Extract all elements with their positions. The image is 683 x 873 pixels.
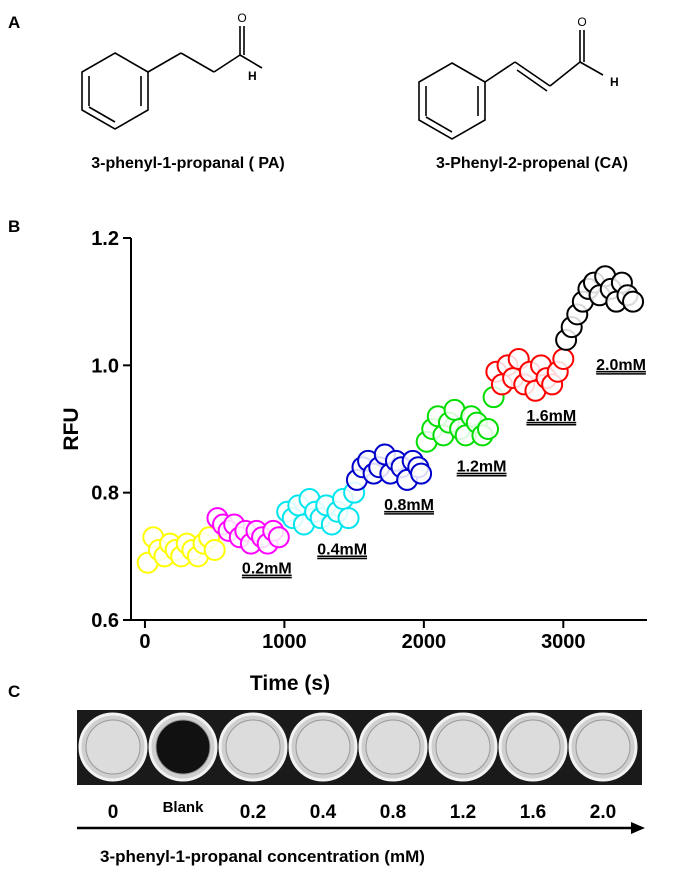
well-inner — [155, 719, 211, 775]
series-label: 2.0mM — [596, 357, 646, 374]
well-inner — [225, 719, 281, 775]
well-inner — [435, 719, 491, 775]
wells: 0 Blank 0.2 0.4 0.8 1.2 1.6 2.0 — [78, 712, 638, 823]
y-tick-label: 1.2 — [91, 228, 119, 250]
panel-label: C — [8, 682, 20, 701]
compound-name: 3-Phenyl-2-propenal (CA) — [436, 155, 628, 172]
x-tick-label: 3000 — [541, 631, 586, 653]
series-label: 1.6mM — [526, 408, 576, 425]
well-inner — [295, 719, 351, 775]
series-label: 0.4mM — [317, 542, 367, 559]
well-label: 0.4 — [310, 802, 337, 823]
well-label: 2.0 — [590, 802, 616, 823]
x-axis-title: Time (s) — [250, 672, 330, 695]
well-inner — [575, 719, 631, 775]
data-point — [552, 347, 575, 370]
atom-label: H — [610, 75, 619, 89]
y-axis-title: RFU — [60, 407, 83, 450]
scatter-chart: 0.6 0.8 1.0 1.2 0 1000 2000 3000 0.2mM 0.4mM 0.8mM… — [91, 228, 647, 653]
atom-label: H — [248, 69, 257, 83]
series-label: 0.2mM — [242, 561, 292, 578]
well-label: Blank — [163, 799, 205, 816]
data-point — [337, 507, 360, 530]
arrow-head — [631, 822, 645, 834]
panel-label: B — [8, 217, 20, 236]
well-label: 0 — [108, 802, 119, 823]
x-tick-label: 2000 — [402, 631, 447, 653]
pa-structure — [81, 26, 263, 130]
data-point — [622, 290, 645, 313]
data-point — [203, 538, 226, 561]
well-inner — [505, 719, 561, 775]
well-label: 0.8 — [380, 802, 406, 823]
compound-name: 3-phenyl-1-propanal ( PA) — [91, 155, 285, 172]
atom-label: O — [577, 15, 586, 29]
well-label: 1.6 — [520, 802, 546, 823]
ca-structure — [418, 30, 604, 140]
series-label: 0.8mM — [384, 497, 434, 514]
data-point — [410, 462, 433, 485]
well-inner — [365, 719, 421, 775]
data-point — [477, 418, 500, 440]
panel-label: A — [8, 13, 20, 32]
well-inner — [85, 719, 141, 775]
x-tick-label: 0 — [139, 631, 150, 653]
y-tick-label: 1.0 — [91, 355, 119, 377]
x-tick-label: 1000 — [262, 631, 307, 653]
y-tick-label: 0.6 — [91, 610, 119, 632]
well-label: 1.2 — [450, 802, 476, 823]
y-tick-label: 0.8 — [91, 483, 119, 505]
well-label: 0.2 — [240, 802, 266, 823]
c-axis-label: 3-phenyl-1-propanal concentration (mM) — [100, 847, 425, 866]
data-point — [267, 526, 290, 549]
atom-label: O — [237, 11, 246, 25]
series-label: 1.2mM — [457, 459, 507, 476]
